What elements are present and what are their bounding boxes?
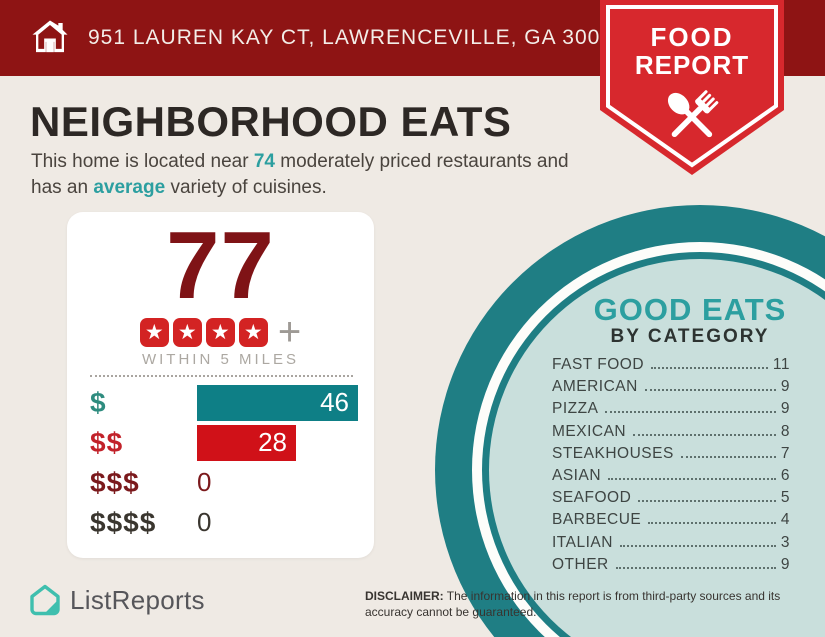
bar-row-price-3: $$$ 0: [90, 464, 358, 501]
category-value: 7: [780, 444, 790, 462]
spoon-fork-icon: [667, 90, 719, 138]
bar-row-price-4: $$$$ 0: [90, 504, 358, 541]
dot-leader: [605, 411, 776, 414]
bar-row-price-2: $$ 28: [90, 424, 358, 461]
category-row: STEAKHOUSES 7: [552, 445, 790, 467]
category-label: ASIAN: [552, 466, 602, 484]
category-value: 9: [780, 400, 790, 418]
intro-part2: moderately priced restaurants and has an: [31, 151, 569, 198]
bar-value: 28: [258, 427, 287, 457]
bar-price-2: 28: [197, 424, 296, 461]
bar-value-zero: 0: [197, 507, 212, 537]
food-report-badge: FOOD REPORT: [600, 0, 784, 178]
category-label: STEAKHOUSES: [552, 444, 674, 462]
ribbon-shape: [600, 0, 784, 175]
intro-part1: This home is located near: [31, 151, 254, 172]
category-row: OTHER 9: [552, 556, 790, 578]
category-value: 3: [780, 533, 790, 551]
listreports-house-icon: [30, 584, 60, 616]
badge-title-line2: REPORT: [634, 50, 750, 80]
price-tier-label: $$$$: [90, 506, 157, 538]
category-row: PIZZA 9: [552, 400, 790, 422]
category-row: BARBECUE 4: [552, 511, 790, 533]
disclaimer-text: The information in this report is from t…: [365, 589, 781, 619]
category-list: FAST FOOD 11 AMERICAN 9 PIZZA 9 MEXICAN 8 ST…: [552, 356, 790, 578]
bar-row-price-1: $ 46: [90, 384, 358, 421]
total-restaurant-count: 77: [166, 212, 275, 319]
home-icon: [32, 20, 68, 53]
restaurant-summary-card: 77 ★ ★ ★ ★ + WITHIN 5 MILES $ 46 $$ 28 $$$ 0…: [67, 212, 374, 558]
disclaimer-label: DISCLAIMER:: [365, 589, 444, 603]
category-row: ASIAN 6: [552, 467, 790, 489]
price-tier-label: $$: [90, 426, 124, 458]
dot-leader: [651, 367, 768, 369]
category-value: 9: [780, 378, 790, 396]
property-address: 951 LAUREN KAY CT, LAWRENCEVILLE, GA 300…: [88, 26, 626, 49]
category-label: PIZZA: [552, 400, 599, 418]
dot-leader: [680, 455, 776, 458]
category-label: BARBECUE: [552, 511, 642, 529]
price-tier-bar-chart: $ 46 $$ 28 $$$ 0 $$$$ 0: [90, 384, 358, 544]
dotted-divider: [90, 375, 353, 377]
star-icon: ★: [139, 318, 169, 347]
dot-leader: [644, 389, 776, 392]
variety-word: average: [93, 177, 166, 198]
category-row: AMERICAN 9: [552, 378, 790, 400]
category-value: 9: [780, 555, 790, 573]
price-tier-label: $: [90, 386, 107, 418]
dot-leader: [619, 544, 776, 547]
category-row: ITALIAN 3: [552, 534, 790, 556]
category-label: AMERICAN: [552, 378, 638, 396]
category-label: SEAFOOD: [552, 489, 632, 507]
restaurant-count: 74: [253, 151, 275, 172]
page-title: NEIGHBORHOOD EATS: [30, 98, 512, 145]
dot-leader: [615, 566, 776, 569]
category-label: ITALIAN: [552, 533, 613, 551]
category-value: 8: [780, 422, 790, 440]
category-label: MEXICAN: [552, 422, 627, 440]
good-eats-title: GOOD EATS: [593, 292, 787, 327]
badge-title-line1: FOOD: [650, 22, 734, 52]
category-value: 6: [780, 466, 790, 484]
category-value: 11: [772, 356, 790, 373]
disclaimer: DISCLAIMER: The information in this repo…: [365, 588, 815, 620]
category-row: SEAFOOD 5: [552, 489, 790, 511]
radius-caption: WITHIN 5 MILES: [141, 351, 299, 368]
star-rating: ★ ★ ★ ★ +: [67, 310, 374, 354]
listreports-logo: ListReports: [28, 583, 205, 617]
dot-leader: [638, 500, 776, 503]
bar-price-1: 46: [196, 384, 358, 421]
star-icon: ★: [238, 318, 268, 347]
category-label: FAST FOOD: [552, 356, 645, 373]
brand-name: ListReports: [70, 584, 205, 615]
star-icon: ★: [172, 318, 202, 347]
dot-leader: [633, 433, 776, 436]
category-row: MEXICAN 8: [552, 423, 790, 445]
good-eats-subtitle: BY CATEGORY: [610, 326, 770, 347]
bar-value-zero: 0: [197, 467, 212, 497]
category-value: 4: [780, 511, 790, 529]
star-icon: ★: [205, 318, 235, 347]
price-tier-label: $$$: [90, 466, 140, 498]
plus-icon: +: [277, 310, 302, 354]
category-label: OTHER: [552, 555, 609, 573]
bar-value: 46: [320, 387, 349, 417]
category-row: FAST FOOD 11: [552, 356, 790, 378]
category-value: 5: [780, 489, 790, 507]
dot-leader: [648, 522, 776, 525]
dot-leader: [608, 477, 776, 480]
intro-description: This home is located near 74 moderately …: [31, 149, 591, 201]
intro-part3: variety of cuisines.: [165, 177, 327, 198]
